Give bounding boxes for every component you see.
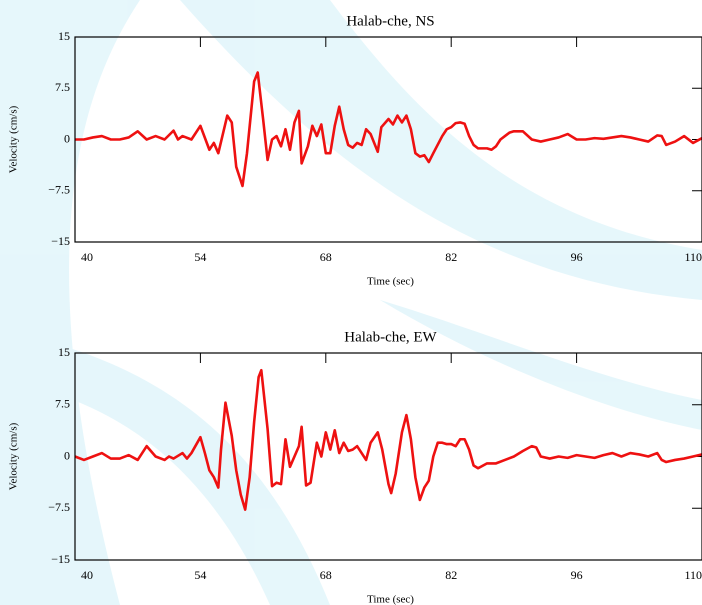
y-axis-label: Velocity (cm/s) bbox=[8, 422, 20, 490]
x-tick-label: 110 bbox=[684, 568, 702, 582]
x-tick-label: 82 bbox=[445, 568, 457, 582]
y-tick-label: 7.5 bbox=[55, 80, 70, 94]
x-tick-label: 40 bbox=[81, 568, 93, 582]
y-tick-label: −15 bbox=[51, 552, 70, 566]
velocity-line bbox=[75, 71, 702, 188]
x-tick-label: 96 bbox=[571, 250, 583, 264]
y-tick-label: −15 bbox=[51, 234, 70, 248]
y-tick-label: −7.5 bbox=[48, 500, 70, 514]
velocity-line bbox=[74, 368, 702, 511]
x-tick-label: 54 bbox=[194, 250, 206, 264]
watermark-swoosh bbox=[180, 0, 702, 300]
subplot: Halab-che, EW Time (sec) Velocity (cm/s) 15… bbox=[8, 329, 702, 605]
chart-title: Halab-che, EW bbox=[344, 329, 437, 345]
x-tick-label: 96 bbox=[571, 568, 583, 582]
x-tick-label: 82 bbox=[445, 250, 457, 264]
watermark-swoosh bbox=[0, 330, 330, 605]
y-tick-label: −7.5 bbox=[48, 183, 70, 197]
x-tick-label: 40 bbox=[81, 250, 93, 264]
y-tick-label: 0 bbox=[64, 131, 70, 145]
chart-title: Halab-che, NS bbox=[346, 13, 434, 29]
x-tick-label: 68 bbox=[320, 568, 332, 582]
x-tick-label: 54 bbox=[194, 568, 206, 582]
watermark-swoosh bbox=[380, 300, 702, 430]
watermark-swoosh bbox=[0, 0, 140, 605]
x-axis-label: Time (sec) bbox=[367, 276, 414, 288]
plots: Halab-che, NS Time (sec) Velocity (cm/s) 15… bbox=[8, 13, 702, 605]
plot-frame bbox=[74, 352, 702, 561]
y-tick-label: 7.5 bbox=[55, 397, 70, 411]
subplot: Halab-che, NS Time (sec) Velocity (cm/s) 15… bbox=[8, 13, 702, 288]
x-tick-label: 110 bbox=[684, 250, 702, 264]
y-tick-label: 15 bbox=[58, 345, 70, 359]
y-tick-label: 15 bbox=[58, 29, 70, 43]
y-axis-label: Velocity (cm/s) bbox=[8, 105, 20, 173]
x-axis-label: Time (sec) bbox=[367, 594, 414, 605]
y-tick-label: 0 bbox=[64, 448, 70, 462]
plot-frame bbox=[74, 36, 702, 243]
x-tick-label: 68 bbox=[320, 250, 332, 264]
